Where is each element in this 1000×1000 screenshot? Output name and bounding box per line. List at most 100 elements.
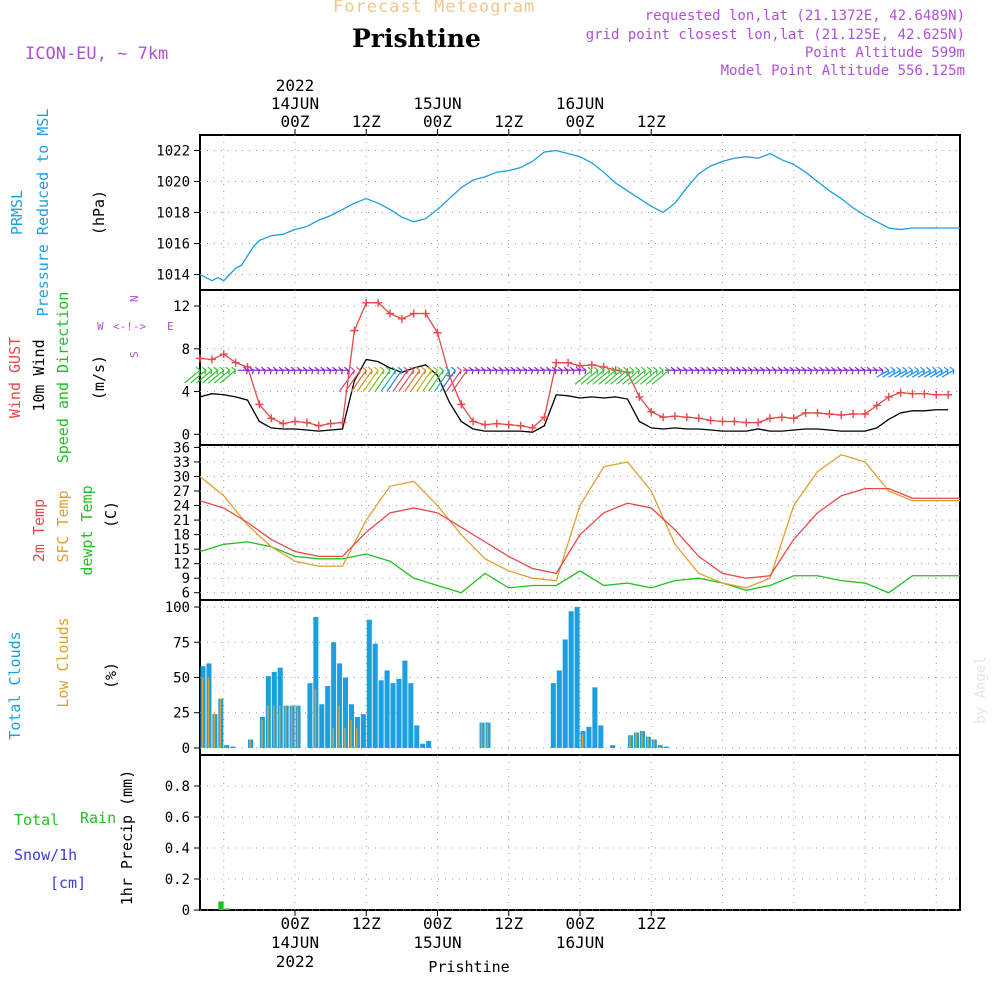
low-clouds-bar	[338, 705, 340, 748]
wind-barb-icon	[433, 366, 450, 392]
total-clouds-bar	[325, 685, 331, 748]
bottom-year-label: 2022	[276, 952, 315, 971]
total-clouds-bar	[592, 687, 598, 748]
temperature-ytick-label: 15	[173, 542, 190, 558]
wind-barb-icon	[404, 366, 421, 392]
wind-barb-icon	[380, 366, 397, 392]
clouds-ytick-label: 0	[182, 741, 190, 757]
wind-barb-icon	[350, 366, 367, 392]
total-clouds-bar	[426, 740, 432, 748]
total-clouds-bar	[230, 746, 236, 748]
wind-gust-marker	[207, 355, 216, 364]
pressure-ytick-label: 1014	[156, 268, 190, 284]
total-clouds-bar	[568, 611, 574, 748]
wind-gust-marker	[813, 408, 822, 417]
wind-gust-marker	[362, 298, 371, 307]
precip-panel: 0 0.2 0.4 0.6 0.8	[165, 754, 961, 919]
precip-ytick-label: 0.2	[165, 872, 190, 888]
compass-arrow: <-!->	[113, 320, 146, 333]
clouds-ytick-label: 50	[173, 671, 190, 687]
bottom-time-label: 12Z	[494, 914, 523, 933]
temperature-ytick-label: 21	[173, 513, 190, 529]
wind-ylabel-unit: (m/s)	[90, 355, 108, 400]
wind-barb-icon	[941, 366, 955, 378]
wind-gust-line	[199, 302, 949, 429]
wind-barb-icon	[634, 366, 652, 385]
wind-barb-icon	[622, 366, 640, 385]
wind-ytick-label: 12	[173, 299, 190, 315]
wind-gust-marker	[481, 420, 489, 429]
total-clouds-bar	[562, 639, 568, 748]
wind-gust-marker	[861, 410, 869, 418]
precip-ylabel-snow: Snow/1h	[14, 846, 77, 864]
wind-barb-icon	[580, 366, 599, 385]
wind-gust-marker	[671, 412, 679, 421]
wind-barb-icon	[628, 366, 646, 385]
low-clouds-bar	[635, 732, 637, 748]
low-clouds-bar	[296, 705, 299, 748]
wind-gust-marker	[635, 392, 644, 401]
cloud-ylabel-total: Total Clouds	[6, 631, 24, 739]
total-clouds-bar	[408, 683, 414, 748]
wind-gust-marker	[576, 361, 584, 370]
temperature-ytick-label: 24	[173, 499, 190, 515]
wind-barb-icon	[202, 366, 219, 384]
temperature-ytick-label: 33	[173, 455, 190, 471]
low-clouds-bar	[332, 728, 334, 748]
bottom-date-label: 15JUN	[413, 933, 461, 952]
grid-point-coords: grid point closest lon,lat (21.125E, 42.…	[585, 27, 965, 43]
low-clouds-bar	[350, 719, 352, 748]
wind-gust-marker	[789, 414, 798, 423]
wind-gust-marker	[564, 358, 573, 367]
wind-barb-icon	[586, 366, 605, 385]
wind-gust-marker	[837, 411, 846, 420]
wind-barb-icon	[213, 366, 231, 384]
top-time-label: 00Z	[423, 112, 452, 131]
wind-panel: 0 4 8 12	[173, 289, 961, 446]
wind-gust-marker	[302, 418, 311, 427]
wind-barb-icon	[575, 366, 587, 375]
wind-gust-marker	[682, 413, 691, 422]
wind-10m-line	[199, 358, 949, 433]
temperature-ytick-label: 30	[173, 469, 190, 485]
precip-ylabel-cm: [cm]	[50, 874, 86, 892]
total-clouds-bar	[610, 745, 616, 748]
low-clouds-bar	[641, 731, 643, 748]
bottom-location-label: Prishtine	[428, 958, 509, 976]
wind-gust-marker	[231, 358, 240, 367]
wind-gust-marker	[326, 419, 335, 428]
pressure-ytick-label: 1016	[156, 237, 190, 253]
low-clouds-bar	[653, 739, 655, 748]
wind-barb-icon	[604, 366, 623, 385]
wind-ylabel-10m: 10m Wind	[30, 339, 48, 411]
temperature-ytick-label: 6	[182, 586, 190, 602]
precip-ytick-label: 0.6	[165, 810, 190, 826]
pressure-ylabel-msl: Pressure Reduced to MSL	[34, 109, 52, 317]
pressure-ylabel-prmsl: PRMSL	[8, 190, 26, 235]
total-clouds-bar	[586, 726, 592, 748]
wind-gust-marker	[267, 414, 276, 423]
compass-w: W	[97, 320, 104, 333]
wind-gust-marker	[528, 423, 537, 432]
wind-gust-marker	[706, 416, 715, 425]
wind-gust-marker	[801, 408, 810, 417]
low-clouds-bar	[219, 698, 222, 748]
low-clouds-bar	[480, 722, 483, 748]
top-year-label: 2022	[276, 76, 315, 95]
precip-ytick-label: 0	[182, 903, 190, 919]
wind-gust-marker	[932, 390, 941, 399]
wind-barb-icon	[610, 366, 629, 385]
clouds-ytick-label: 25	[173, 706, 190, 722]
t2m-line	[199, 487, 960, 579]
wind-gust-marker	[350, 326, 359, 335]
precip-ylabel-rain: Rain	[80, 809, 116, 827]
wind-barb-icon	[616, 366, 635, 385]
low-clouds-bar	[267, 705, 269, 748]
compass-rose-icon: W <-!-> E N S	[97, 295, 174, 358]
low-clouds-bar	[261, 719, 263, 748]
total-clouds-bar	[663, 746, 669, 748]
wind-gust-marker	[540, 413, 549, 422]
wind-barb-icon	[338, 366, 355, 392]
